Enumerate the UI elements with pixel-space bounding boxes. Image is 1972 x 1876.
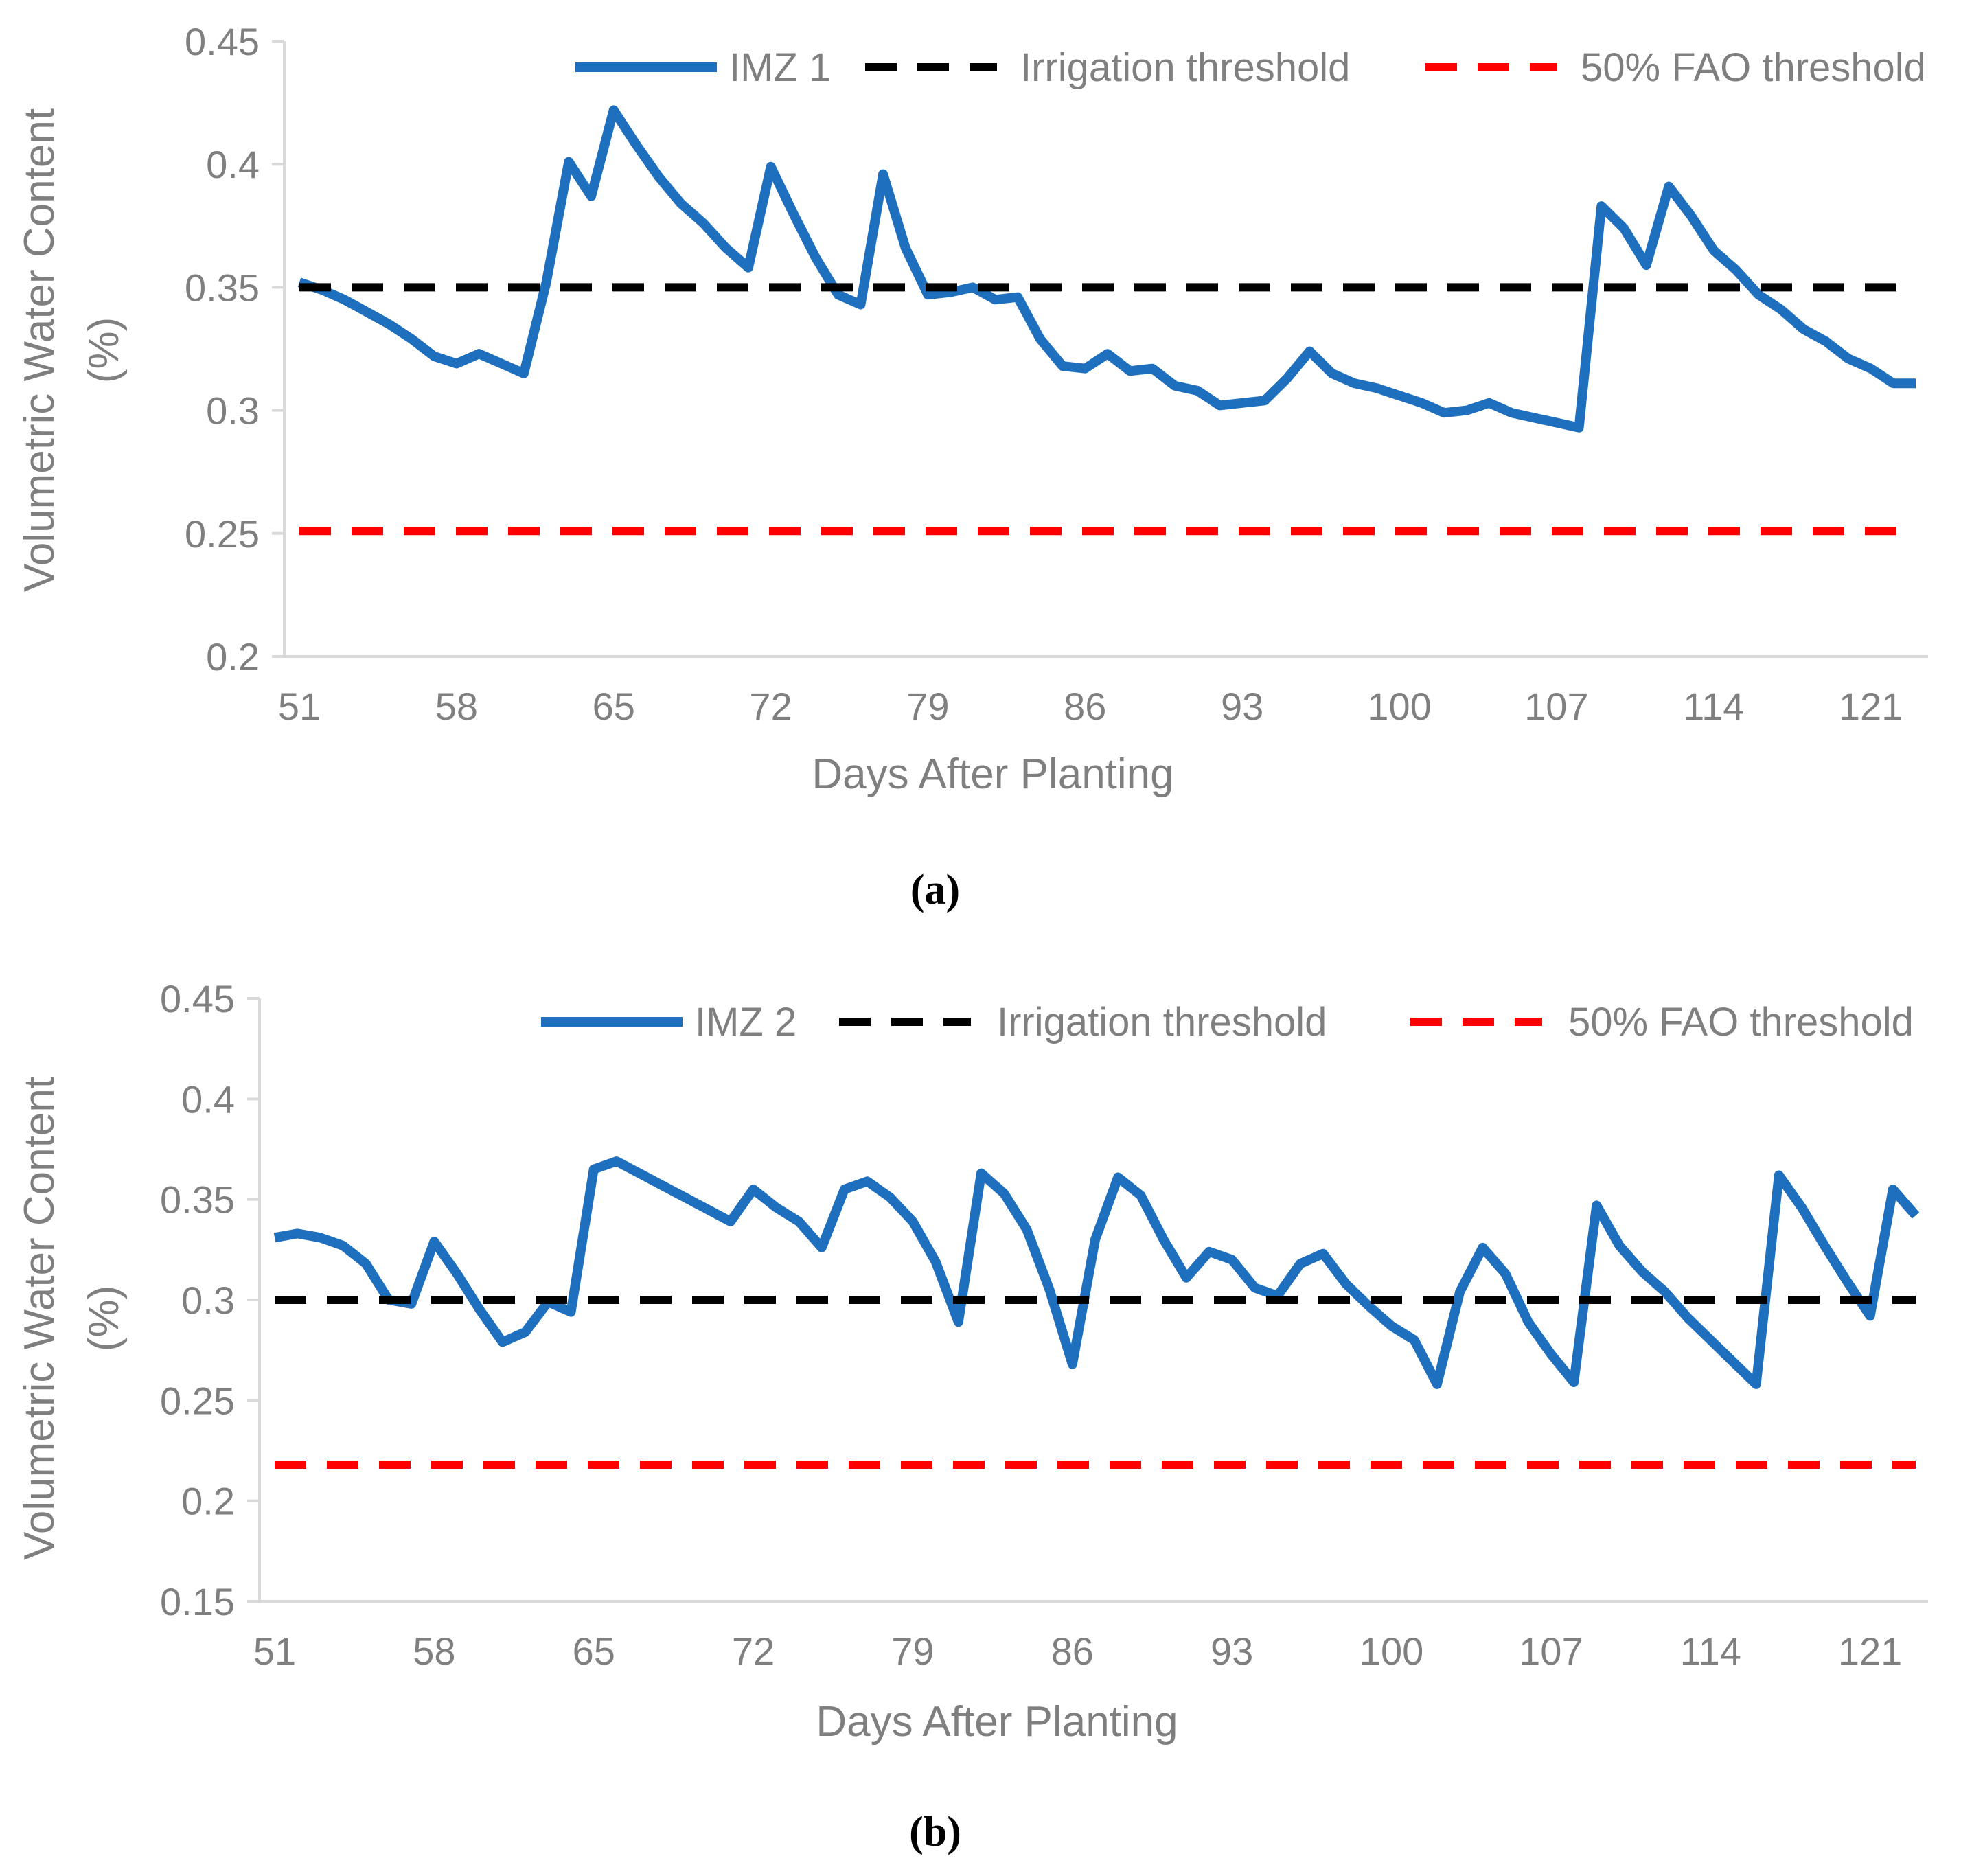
chart-b-x-tick-label: 72 xyxy=(732,1629,775,1673)
legend-label-irrigation: Irrigation threshold xyxy=(997,1000,1327,1044)
chart-b-series-line-imz2 xyxy=(273,1156,1920,1389)
chart-b-x-ticks: 51 58 65 72 79 86 93 100 107 114 121 xyxy=(253,1629,1902,1673)
chart-b-plot-area xyxy=(273,1156,1920,1469)
chart-b-x-tick-label: 79 xyxy=(891,1629,934,1673)
chart-a-y-tick-label: 0.3 xyxy=(206,389,260,433)
chart-b-x-tick-label: 121 xyxy=(1838,1629,1902,1673)
chart-b-x-tick-label: 58 xyxy=(413,1629,455,1673)
chart-a-y-ticks: 0.2 0.25 0.3 0.35 0.4 0.45 xyxy=(185,20,284,678)
chart-a-caption: (a) xyxy=(910,867,960,913)
legend-label-imz1: IMZ 1 xyxy=(729,45,831,90)
chart-panel-b: 0.15 0.2 0.25 0.3 0.35 0.4 0.45 51 58 65 72 79 86 93… xyxy=(0,938,1972,1876)
chart-b-x-tick-label: 107 xyxy=(1519,1629,1583,1673)
chart-b-x-axis-title: Days After Planting xyxy=(816,1698,1178,1746)
chart-b-y-ticks: 0.15 0.2 0.25 0.3 0.35 0.4 0.45 xyxy=(160,977,260,1623)
chart-a-series-line-imz1 xyxy=(297,105,1916,433)
chart-b-legend: IMZ 2 Irrigation threshold 50% FAO thres… xyxy=(541,1000,1914,1044)
chart-panel-a: 0.2 0.25 0.3 0.35 0.4 0.45 51 58 65 72 79 86 93 100 1… xyxy=(16,20,1928,913)
chart-b-x-tick-label: 93 xyxy=(1211,1629,1253,1673)
chart-a-x-tick-label: 93 xyxy=(1221,685,1263,728)
chart-a-y-tick-label: 0.4 xyxy=(206,143,260,186)
chart-a-y-tick-label: 0.25 xyxy=(185,512,260,556)
legend-label-fao: 50% FAO threshold xyxy=(1581,45,1926,90)
chart-b-x-tick-label: 51 xyxy=(253,1629,296,1673)
chart-b-x-tick-label: 100 xyxy=(1360,1629,1423,1673)
legend-label-fao: 50% FAO threshold xyxy=(1568,1000,1914,1044)
chart-a-plot-area xyxy=(297,105,1916,536)
chart-a-x-tick-label: 121 xyxy=(1839,685,1903,728)
legend-label-irrigation: Irrigation threshold xyxy=(1020,45,1350,90)
chart-a-x-tick-label: 79 xyxy=(906,685,949,728)
chart-a-x-tick-label: 65 xyxy=(593,685,635,728)
chart-b-x-tick-label: 114 xyxy=(1680,1629,1741,1673)
chart-a-x-tick-label: 51 xyxy=(278,685,321,728)
chart-b-y-tick-label: 0.35 xyxy=(160,1178,235,1222)
chart-a-x-tick-label: 72 xyxy=(749,685,792,728)
chart-b-y-tick-label: 0.15 xyxy=(160,1580,235,1623)
chart-a-x-tick-label: 58 xyxy=(435,685,478,728)
chart-b-y-tick-label: 0.4 xyxy=(181,1077,235,1121)
chart-a-y-tick-label: 0.45 xyxy=(185,20,260,63)
chart-a-x-tick-label: 100 xyxy=(1367,685,1431,728)
chart-a-y-tick-label: 0.35 xyxy=(185,266,260,309)
chart-a-x-tick-label: 114 xyxy=(1683,685,1744,728)
chart-a-y-axis-title-line2: (%) xyxy=(80,317,128,383)
chart-b-y-axis-title-line2: (%) xyxy=(80,1285,128,1351)
chart-a-y-axis-title-line1: Volumetric Water Content xyxy=(16,108,63,592)
chart-a-x-tick-label: 86 xyxy=(1064,685,1106,728)
chart-b-y-tick-label: 0.45 xyxy=(160,977,235,1020)
chart-b-svg: 0.15 0.2 0.25 0.3 0.35 0.4 0.45 51 58 65 72 79 86 93… xyxy=(16,977,1928,1855)
chart-b-x-tick-label: 86 xyxy=(1051,1629,1094,1673)
chart-b-x-tick-label: 65 xyxy=(573,1629,615,1673)
chart-b-y-tick-label: 0.2 xyxy=(181,1480,235,1523)
chart-b-y-axis-title-line1: Volumetric Water Content xyxy=(16,1077,63,1560)
chart-b-y-tick-label: 0.3 xyxy=(181,1279,235,1322)
chart-b-caption: (b) xyxy=(909,1809,961,1855)
chart-a-legend: IMZ 1 Irrigation threshold 50% FAO thres… xyxy=(575,45,1926,90)
chart-a-y-tick-label: 0.2 xyxy=(206,635,260,678)
chart-a-svg: 0.2 0.25 0.3 0.35 0.4 0.45 51 58 65 72 79 86 93 100 1… xyxy=(16,20,1928,913)
chart-a-x-ticks: 51 58 65 72 79 86 93 100 107 114 121 xyxy=(278,685,1903,728)
chart-b-y-tick-label: 0.25 xyxy=(160,1379,235,1422)
chart-a-x-axis-title: Days After Planting xyxy=(812,751,1173,798)
legend-label-imz2: IMZ 2 xyxy=(695,1000,796,1044)
chart-a-x-tick-label: 107 xyxy=(1524,685,1588,728)
